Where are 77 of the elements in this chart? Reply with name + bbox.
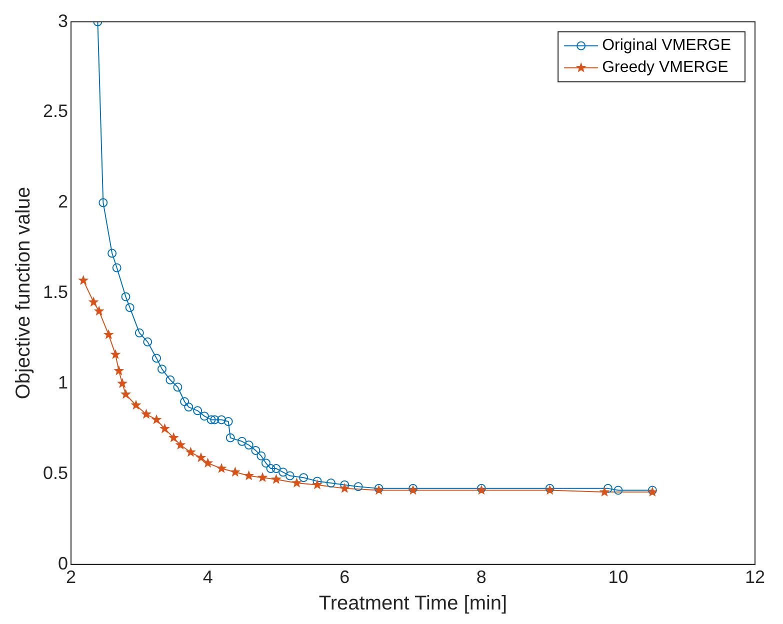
point [193, 406, 202, 416]
point [266, 464, 276, 474]
point [120, 388, 131, 399]
point [278, 468, 288, 477]
point [185, 446, 196, 457]
point [230, 466, 240, 477]
point [130, 400, 142, 410]
point [134, 328, 144, 338]
point [238, 436, 247, 446]
point [244, 470, 254, 480]
x-tick-label: 8 [476, 567, 486, 588]
legend-label: Greedy VMERGE [602, 59, 728, 76]
point [202, 458, 214, 468]
point [121, 292, 130, 302]
point [143, 337, 152, 346]
point [125, 303, 134, 312]
legend-label: Original VMERGE [602, 37, 731, 54]
point [88, 296, 99, 307]
point [168, 432, 179, 442]
point [114, 365, 124, 376]
point [312, 479, 322, 490]
point [184, 402, 194, 412]
point [103, 329, 114, 340]
y-tick-label: 2.5 [42, 101, 68, 122]
point [152, 354, 162, 363]
point [614, 486, 623, 495]
point [108, 248, 117, 258]
y-tick-label: 1 [58, 372, 68, 392]
point [110, 349, 121, 360]
point [603, 484, 612, 493]
point [206, 415, 216, 424]
y-tick-label: 2 [58, 192, 68, 212]
point [270, 474, 282, 484]
point [285, 471, 294, 480]
point [261, 458, 270, 468]
point [244, 440, 254, 450]
point [292, 478, 302, 488]
point [157, 364, 166, 374]
point [226, 433, 235, 442]
y-axis-title: Objective function value [12, 186, 35, 400]
point [196, 452, 206, 462]
point [112, 263, 122, 272]
point [166, 375, 175, 384]
x-tick-label: 6 [340, 567, 350, 588]
point [599, 486, 610, 497]
point [224, 417, 233, 426]
point [180, 397, 190, 406]
x-tick-label: 4 [202, 567, 213, 588]
point [256, 451, 266, 460]
point [98, 198, 108, 208]
point [175, 440, 186, 450]
y-tick-label: 0.5 [42, 462, 68, 483]
x-tick-label: 12 [744, 567, 766, 588]
point [257, 472, 268, 482]
point [299, 473, 308, 482]
x-tick-label: 10 [608, 567, 628, 588]
point [217, 415, 226, 424]
y-tick-label: 1.5 [42, 282, 68, 302]
point [216, 463, 227, 473]
y-tick-label: 3 [58, 10, 68, 31]
point [200, 412, 209, 421]
point [94, 306, 104, 316]
point [354, 482, 363, 492]
point [151, 414, 162, 424]
point [159, 423, 170, 434]
point [141, 408, 152, 419]
point [117, 378, 128, 388]
point [173, 382, 182, 392]
point [210, 415, 220, 424]
point [326, 478, 336, 488]
point [340, 480, 350, 490]
y-tick-label: 0 [58, 553, 68, 574]
point [78, 274, 89, 285]
x-axis-title: Treatment Time [min] [318, 592, 508, 615]
point [339, 482, 350, 493]
point [272, 464, 281, 474]
point [251, 446, 260, 455]
